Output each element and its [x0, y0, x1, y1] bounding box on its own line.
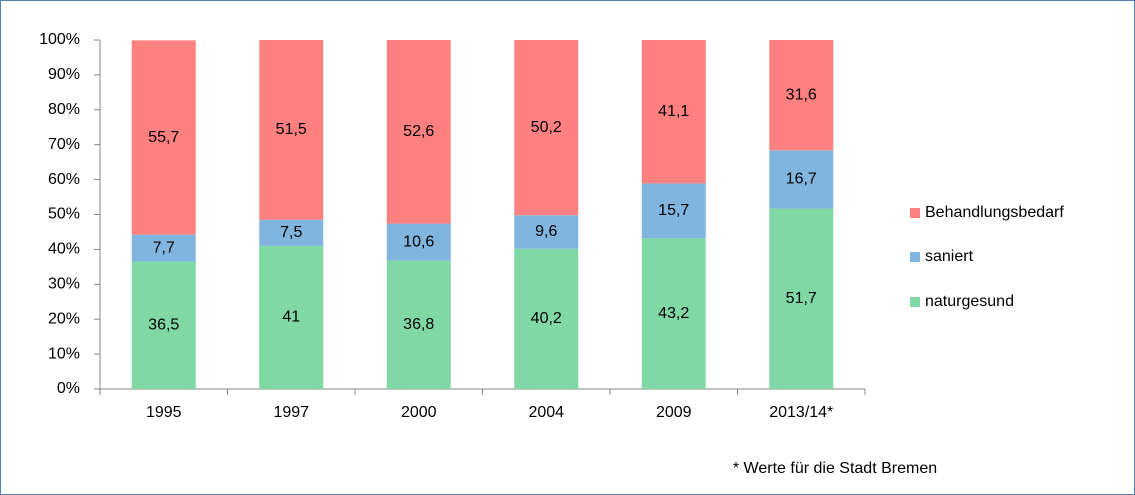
data-label: 7,5: [280, 224, 302, 241]
legend-swatch: [910, 297, 920, 307]
data-label: 41,1: [658, 103, 689, 120]
legend-label: Behandlungsbedarf: [925, 204, 1064, 221]
data-label: 16,7: [786, 171, 817, 188]
bar-segment: [131, 261, 196, 389]
data-label: 50,2: [531, 119, 562, 136]
data-label: 51,7: [786, 290, 817, 307]
y-tick-label: 80%: [48, 101, 80, 118]
x-tick-label: 1995: [146, 404, 182, 421]
data-label: 41: [282, 309, 300, 326]
bar-segment: [259, 219, 324, 246]
y-tick-label: 30%: [48, 276, 80, 293]
data-label: 43,2: [658, 305, 689, 322]
x-tick-label: 2009: [656, 404, 692, 421]
data-label: 55,7: [148, 129, 179, 146]
x-tick-label: 2000: [401, 404, 437, 421]
bar-segment: [259, 40, 324, 220]
y-tick-label: 40%: [48, 241, 80, 258]
legend-label: saniert: [925, 248, 974, 265]
data-label: 40,2: [531, 310, 562, 327]
bar-segment: [514, 248, 579, 389]
bar-segment: [514, 215, 579, 249]
bar-segment: [386, 260, 451, 389]
y-tick-label: 20%: [48, 310, 80, 327]
bar-segment: [769, 40, 834, 151]
legend-label: naturgesund: [925, 293, 1014, 310]
bar-segment: [386, 223, 451, 261]
bar-segment: [641, 183, 706, 239]
footnote: * Werte für die Stadt Bremen: [733, 460, 937, 477]
y-tick-label: 10%: [48, 345, 80, 362]
data-label: 36,5: [148, 317, 179, 334]
bar-segment: [131, 40, 196, 235]
y-tick-label: 0%: [57, 380, 80, 397]
x-tick-label: 2004: [528, 404, 564, 421]
y-tick-label: 70%: [48, 136, 80, 153]
data-label: 52,6: [403, 123, 434, 140]
x-tick-label: 2013/14*: [769, 404, 833, 421]
y-tick-label: 50%: [48, 206, 80, 223]
bar-segment: [386, 40, 451, 224]
bar-segment: [769, 150, 834, 209]
legend-swatch: [910, 208, 920, 218]
y-tick-label: 60%: [48, 171, 80, 188]
data-label: 15,7: [658, 202, 689, 219]
legend-swatch: [910, 252, 920, 262]
y-tick-label: 90%: [48, 66, 80, 83]
data-label: 31,6: [786, 86, 817, 103]
bar-segment: [769, 208, 834, 389]
data-label: 10,6: [403, 233, 434, 250]
bar-segment: [131, 234, 196, 262]
data-label: 51,5: [276, 121, 307, 138]
x-tick-label: 1997: [273, 404, 309, 421]
bar-segment: [514, 40, 579, 216]
data-label: 36,8: [403, 316, 434, 333]
y-tick-label: 100%: [39, 31, 80, 48]
bar-segment: [641, 40, 706, 184]
bar-segment: [641, 238, 706, 389]
data-label: 7,7: [153, 239, 175, 256]
data-label: 9,6: [535, 223, 557, 240]
bar-segment: [259, 245, 324, 389]
